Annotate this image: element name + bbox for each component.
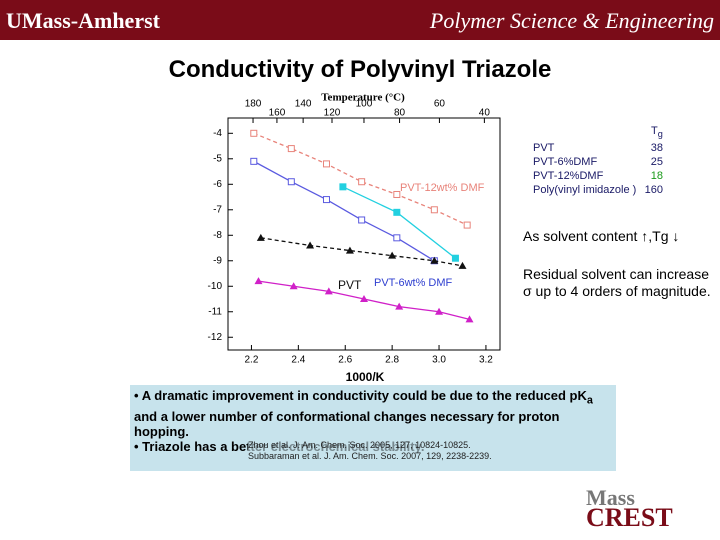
marker	[256, 233, 265, 241]
marker	[306, 241, 315, 249]
logo-bottom: CREST	[586, 503, 673, 532]
x-axis-label: 1000/K	[346, 370, 385, 384]
logo-top: Mass	[586, 485, 635, 510]
y-tick-label: -7	[213, 204, 222, 215]
marker	[345, 246, 354, 254]
series-line	[253, 160, 435, 262]
marker	[250, 129, 258, 137]
top-tick-label: 120	[324, 108, 341, 119]
tg-material: PVT-6%DMF	[533, 156, 598, 169]
tg-row: Poly(vinyl imidazole ) 160	[533, 183, 713, 197]
marker	[430, 256, 439, 264]
series-label: PVT-12wt% DMF	[400, 182, 485, 194]
top-tick-label: 180	[245, 99, 262, 110]
marker	[287, 145, 295, 153]
y-tick-label: -5	[213, 153, 222, 164]
bullet: • A dramatic improvement in conductivity…	[134, 388, 593, 439]
y-tick-label: -4	[213, 128, 222, 139]
top-tick-label: 100	[356, 99, 373, 110]
tg-row: PVT-12%DMF 18	[533, 169, 713, 183]
tg-value: 18	[650, 170, 663, 183]
tg-rows: PVT 38 PVT-6%DMF 25 PVT-12%DMF 18 Poly(vinyl i…	[533, 141, 713, 197]
y-tick-label: -6	[213, 179, 222, 190]
tg-value: 160	[644, 184, 663, 197]
marker	[322, 160, 330, 168]
tg-value: 25	[650, 156, 663, 169]
x-tick-label: 2.8	[385, 355, 399, 366]
marker	[360, 295, 368, 303]
marker	[458, 261, 467, 269]
tg-header-text: T	[651, 125, 658, 137]
marker	[393, 234, 401, 242]
marker	[339, 183, 347, 191]
bullet-text: A dramatic improvement in conductivity c…	[141, 388, 587, 403]
top-axis-label: Temperature (°C)	[321, 92, 405, 104]
y-tick-label: -12	[208, 332, 223, 343]
series-label: PVT-6wt% DMF	[374, 277, 453, 289]
marker	[393, 208, 401, 216]
marker	[465, 315, 474, 323]
bullet-sub: a	[586, 394, 593, 407]
tg-table: Tg PVT 38 PVT-6%DMF 25 PVT-12%DMF 18 Poly(viny…	[533, 124, 713, 197]
top-tick-label: 40	[479, 108, 491, 119]
x-tick-label: 2.4	[291, 355, 305, 366]
logo: Mass CREST	[586, 485, 673, 532]
top-tick-label: 60	[434, 99, 446, 110]
tg-material: PVT-12%DMF	[533, 170, 604, 183]
marker	[358, 216, 366, 224]
y-tick-label: -10	[208, 281, 223, 292]
marker	[322, 196, 330, 204]
note: As solvent content ↑,Tg ↓	[523, 228, 680, 244]
series-label: PVT	[338, 278, 362, 292]
x-tick-label: 2.2	[244, 355, 258, 366]
marker	[393, 190, 401, 198]
header-bar	[0, 0, 720, 40]
top-tick-label: 140	[295, 99, 312, 110]
marker	[324, 287, 333, 295]
x-tick-label: 2.6	[338, 355, 352, 366]
top-tick-label: 80	[394, 108, 406, 119]
y-tick-label: -8	[213, 230, 222, 241]
reference: Subbaraman et al. J. Am. Chem. Soc. 2007…	[248, 451, 492, 461]
marker	[451, 254, 459, 262]
marker	[250, 157, 258, 165]
x-tick-label: 3.2	[479, 355, 493, 366]
tg-row: PVT-6%DMF 25	[533, 155, 713, 169]
header-right: Polymer Science & Engineering	[429, 8, 714, 33]
marker	[289, 282, 298, 290]
marker	[395, 302, 404, 310]
bullet-text: and a lower number of conformational cha…	[134, 408, 560, 439]
slide-title: Conductivity of Polyvinyl Triazole	[168, 56, 552, 83]
marker	[358, 178, 366, 186]
y-tick-label: -9	[213, 255, 222, 266]
references: Zhou et al. J. Am. Chem. Soc. 2005, 127,…	[248, 440, 492, 462]
marker	[463, 221, 471, 229]
marker	[254, 277, 263, 285]
tg-header: Tg	[533, 124, 713, 141]
x-tick-label: 3.0	[432, 355, 446, 366]
header-left: UMass-Amherst	[6, 8, 160, 33]
marker	[287, 178, 295, 186]
tg-value: 38	[650, 142, 663, 155]
top-tick-label: 160	[269, 108, 286, 119]
marker	[435, 307, 444, 315]
reference: Zhou et al. J. Am. Chem. Soc. 2005, 127,…	[248, 440, 471, 450]
y-tick-label: -11	[208, 306, 222, 317]
tg-material: PVT	[533, 142, 555, 155]
marker	[430, 206, 438, 214]
tg-material: Poly(vinyl imidazole )	[533, 184, 637, 197]
note: Residual solvent can increase σ up to 4 …	[523, 266, 711, 299]
marker	[388, 251, 397, 259]
tg-row: PVT 38	[533, 141, 713, 155]
plot-frame	[227, 117, 501, 351]
tg-header-sub: g	[657, 129, 663, 140]
